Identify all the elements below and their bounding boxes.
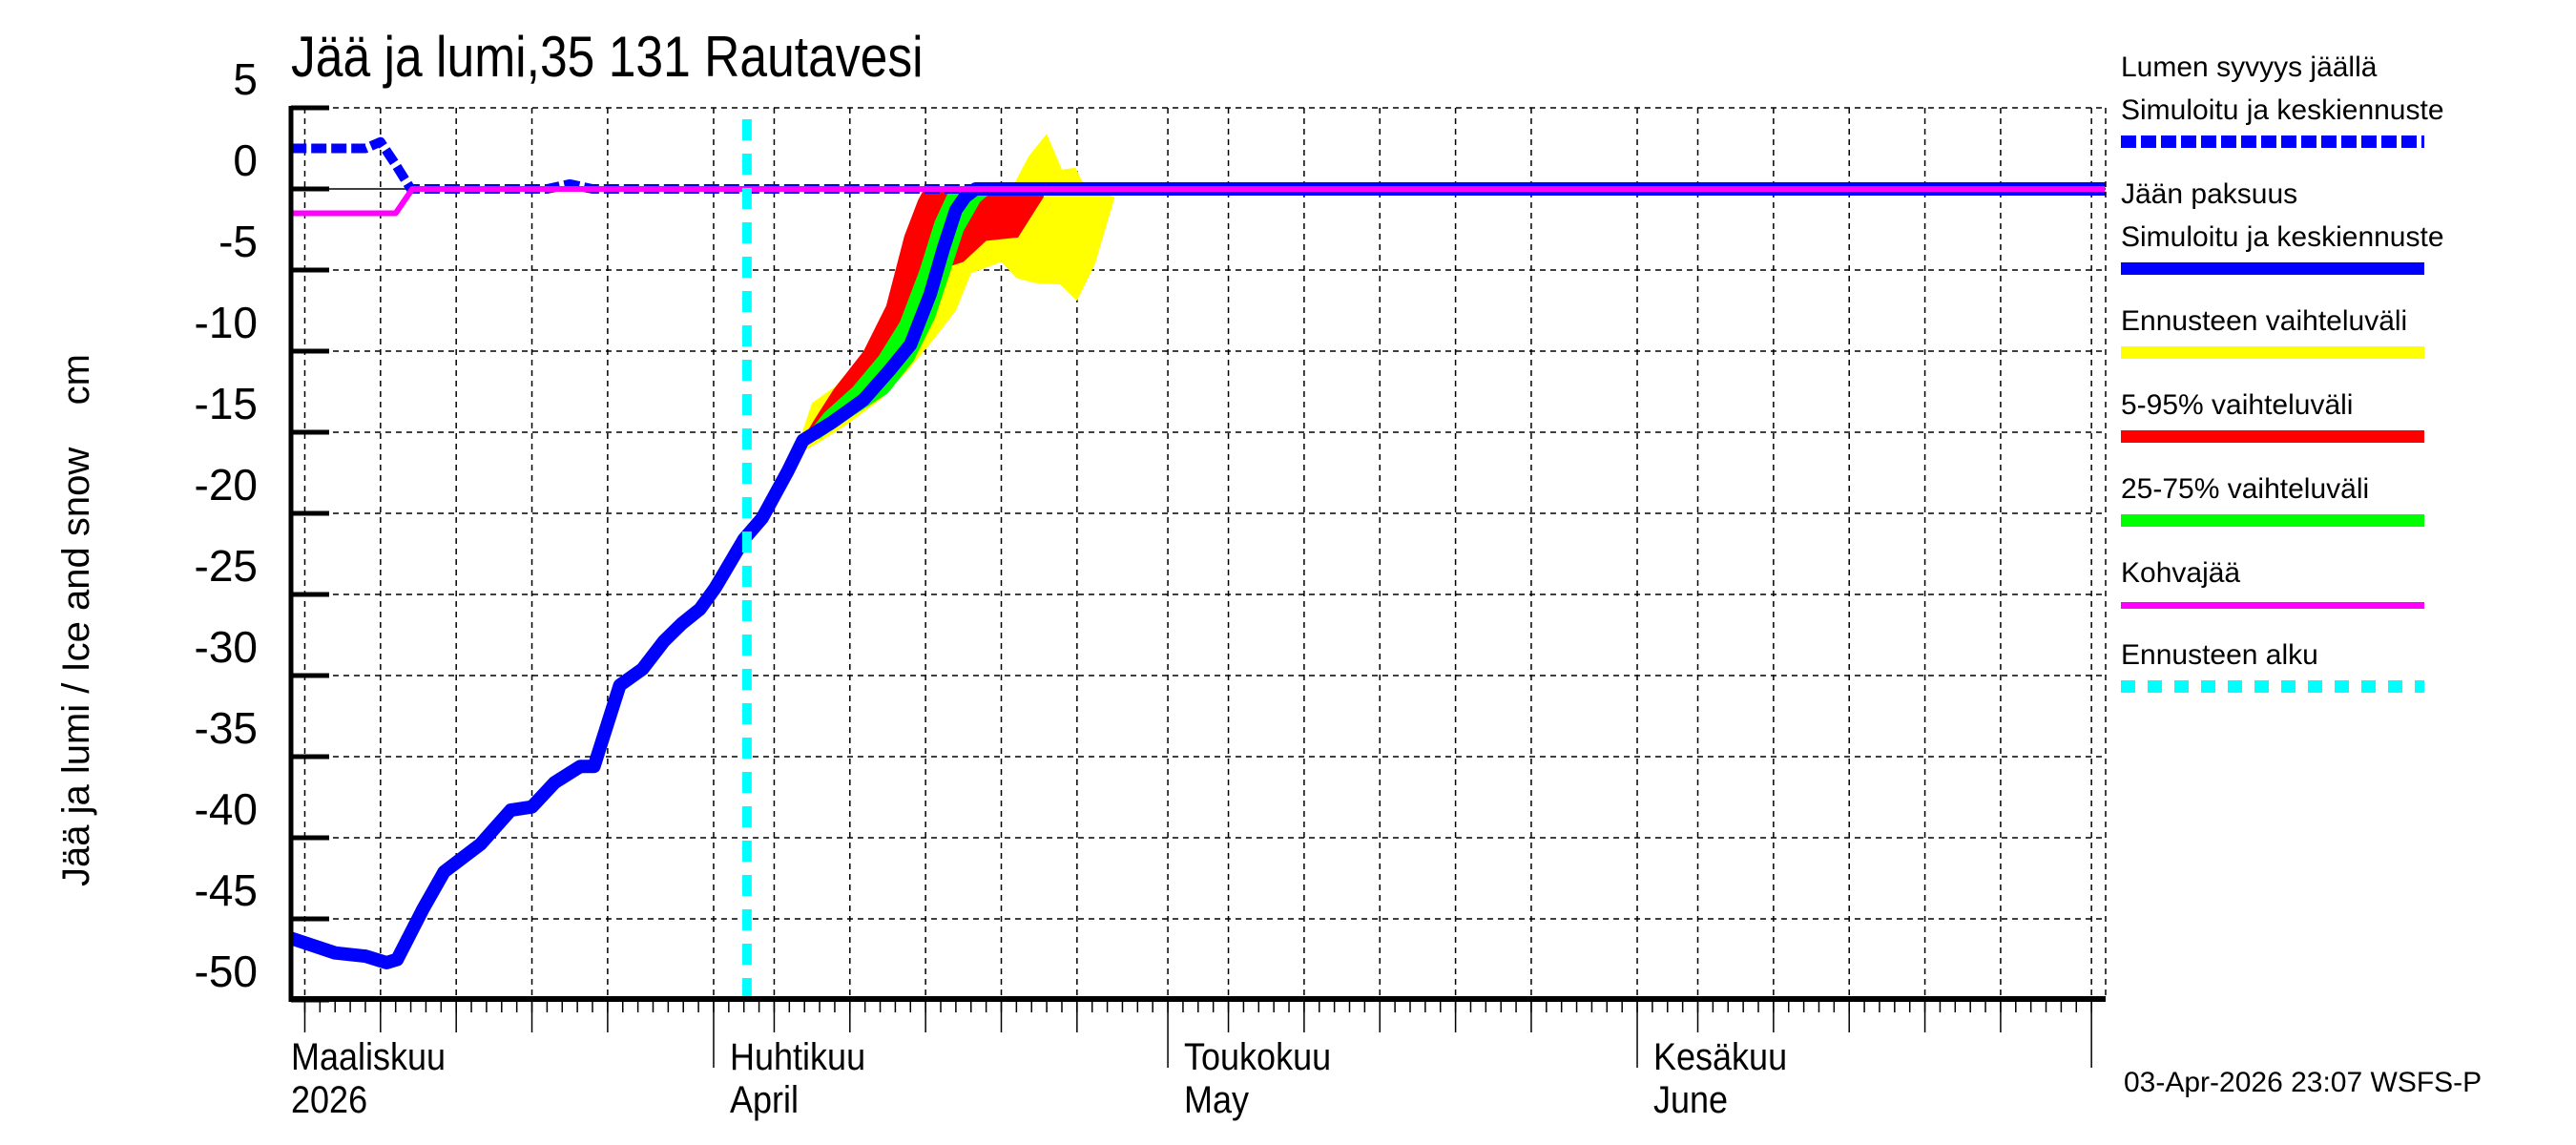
- solid-line-swatch-icon: [2121, 262, 2424, 275]
- legend-item-25-75-range: 25-75% vaihteluväli: [2121, 468, 2569, 527]
- x-month-sublabel: June: [1653, 1079, 1729, 1121]
- y-tick-label: -40: [194, 784, 258, 834]
- x-month-sublabel: 2026: [291, 1079, 368, 1121]
- y-tick-label: -25: [194, 541, 258, 591]
- legend-item-snow-depth: Lumen syvyys jäällä Simuloitu ja keskien…: [2121, 46, 2569, 148]
- x-month-sublabel: April: [729, 1079, 799, 1121]
- legend-item-slush-ice: Kohvajää: [2121, 552, 2569, 609]
- green-swatch-icon: [2121, 514, 2424, 527]
- y-tick-label: -20: [194, 460, 258, 510]
- y-tick-label: 5: [233, 54, 258, 104]
- red-swatch-icon: [2121, 430, 2424, 443]
- y-tick-label: -35: [194, 703, 258, 753]
- dotted-line-swatch-icon: [2121, 680, 2424, 693]
- axes: [288, 105, 2107, 1068]
- data-lines: [288, 136, 2106, 969]
- x-month-label: Maaliskuu: [291, 1036, 447, 1078]
- legend-title: Lumen syvyys jäällä: [2121, 52, 2378, 83]
- legend-item-forecast-start: Ennusteen alku: [2121, 634, 2569, 693]
- legend-subtitle: Simuloitu ja keskiennuste: [2121, 221, 2444, 253]
- grid-lines: [291, 107, 2106, 1001]
- y-tick-label: -45: [194, 865, 258, 915]
- legend-item-forecast-range: Ennusteen vaihteluväli: [2121, 300, 2569, 359]
- x-month-label: Toukokuu: [1184, 1036, 1332, 1078]
- legend-title: Kohvajää: [2121, 557, 2241, 589]
- legend-title: Ennusteen alku: [2121, 639, 2318, 671]
- legend: Lumen syvyys jäällä Simuloitu ja keskien…: [2121, 46, 2569, 718]
- y-tick-label: -10: [194, 298, 258, 347]
- chart-title: Jää ja lumi,35 131 Rautavesi: [291, 25, 924, 89]
- legend-title: 25-75% vaihteluväli: [2121, 473, 2370, 505]
- legend-subtitle: Simuloitu ja keskiennuste: [2121, 94, 2444, 126]
- y-axis-label: Jää ja lumi / Ice and snow cm: [55, 353, 97, 887]
- legend-item-5-95-range: 5-95% vaihteluväli: [2121, 384, 2569, 443]
- x-month-label: Huhtikuu: [729, 1036, 866, 1078]
- dashed-line-swatch-icon: [2121, 135, 2424, 148]
- yellow-swatch-icon: [2121, 346, 2424, 359]
- y-tick-label: -15: [194, 379, 258, 428]
- magenta-line-swatch-icon: [2121, 602, 2424, 609]
- legend-title: Ennusteen vaihteluväli: [2121, 305, 2408, 337]
- y-tick-label: -50: [194, 947, 258, 996]
- y-tick-label: -5: [218, 217, 258, 266]
- timestamp: 03-Apr-2026 23:07 WSFS-P: [2124, 1067, 2483, 1098]
- x-month-sublabel: May: [1184, 1079, 1250, 1121]
- legend-title: 5-95% vaihteluväli: [2121, 389, 2354, 421]
- x-month-label: Kesäkuu: [1653, 1036, 1788, 1078]
- legend-title: Jään paksuus: [2121, 178, 2298, 210]
- legend-item-ice-thickness: Jään paksuus Simuloitu ja keskiennuste: [2121, 173, 2569, 275]
- y-tick-label: -30: [194, 622, 258, 672]
- y-tick-label: 0: [233, 135, 258, 185]
